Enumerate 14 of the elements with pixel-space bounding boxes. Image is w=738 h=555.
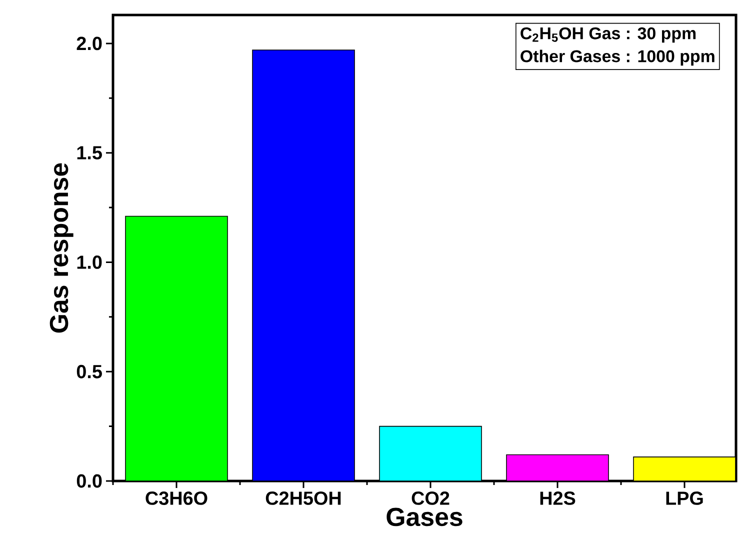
x-tick-label: C3H6O	[146, 492, 208, 505]
x-tick-label: C2H5OH	[266, 492, 341, 505]
y-tick-label: 1.5	[77, 146, 102, 160]
x-axis-title: Gases	[386, 508, 462, 526]
y-tick-label: 0.0	[76, 474, 102, 488]
x-tick-label: CO2	[412, 492, 450, 505]
annotation: Other Gases : 1000 ppm	[520, 50, 714, 66]
y-tick-label: 2.0	[76, 36, 102, 50]
y-tick-label: 1.0	[77, 256, 102, 269]
x-tick-label: H2S	[540, 492, 576, 505]
y-tick-label: 0.5	[76, 364, 102, 378]
x-tick-label: LPG	[666, 492, 703, 505]
annotation: C$_{2}$H$_{5}$OH Gas : 30 ppm	[520, 27, 696, 43]
y-axis-title: Gas response	[50, 163, 74, 333]
